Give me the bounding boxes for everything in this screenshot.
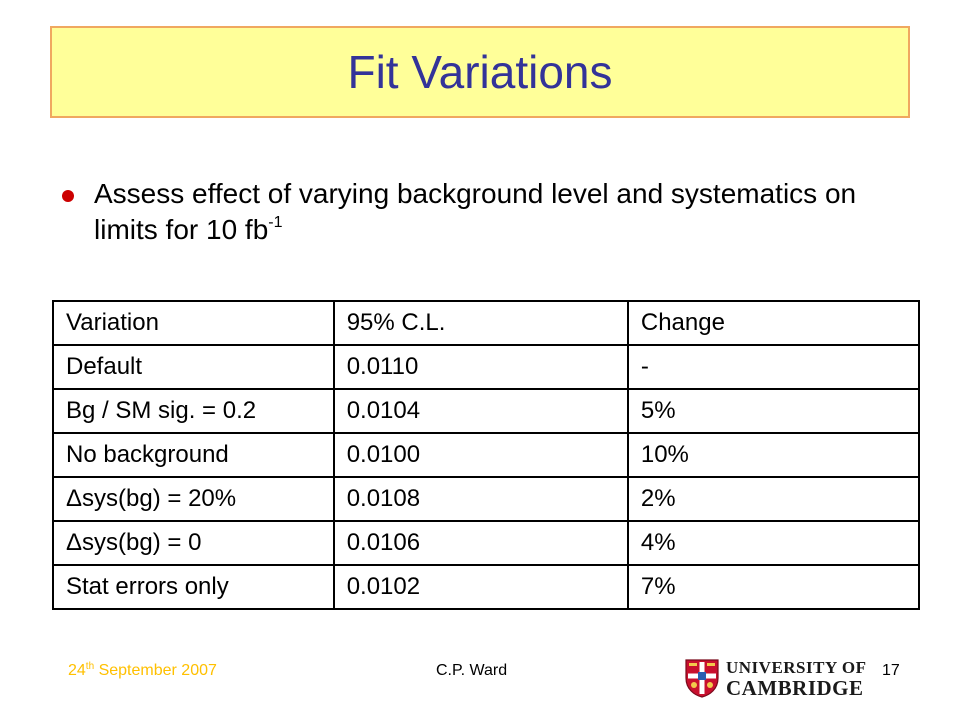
footer-date: 24th September 2007 xyxy=(68,662,217,680)
logo-university-of: UNIVERSITY OF xyxy=(726,658,867,677)
table-cell: Δsys(bg) = 0 xyxy=(52,520,335,566)
table-cell: 0.0102 xyxy=(332,564,629,610)
logo-cambridge: CAMBRIDGE xyxy=(726,676,864,700)
table-header-row: Variation 95% C.L. Change xyxy=(52,300,921,346)
table-cell: 10% xyxy=(626,432,921,478)
table-cell: 2% xyxy=(626,476,921,522)
table-cell: 0.0100 xyxy=(332,432,629,478)
table-cell: 0.0108 xyxy=(332,476,629,522)
table-cell: No background xyxy=(52,432,335,478)
bullet-text-main: Assess effect of varying background leve… xyxy=(94,178,857,245)
table-cell: 7% xyxy=(626,564,921,610)
header-cell-cl: 95% C.L. xyxy=(332,300,629,346)
title-banner: Fit Variations xyxy=(50,26,910,118)
table-cell: - xyxy=(626,344,921,390)
table-cell: 0.0104 xyxy=(332,388,629,434)
footer-date-day: 24 xyxy=(68,662,86,679)
footer-date-suffix: th xyxy=(85,661,95,672)
fit-variations-table: Variation 95% C.L. Change Default 0.0110… xyxy=(52,300,921,610)
table-cell: 4% xyxy=(626,520,921,566)
bullet-text: Assess effect of varying background leve… xyxy=(94,176,902,248)
table-row: No background 0.0100 10% xyxy=(52,432,921,478)
table-cell: Bg / SM sig. = 0.2 xyxy=(52,388,335,434)
university-crest-icon xyxy=(685,659,719,698)
bullet-dot-icon xyxy=(62,190,74,202)
footer-author: C.P. Ward xyxy=(436,662,508,679)
slide-title: Fit Variations xyxy=(347,46,613,98)
bullet-superscript: -1 xyxy=(268,214,283,231)
table-row: Bg / SM sig. = 0.2 0.0104 5% xyxy=(52,388,921,434)
table-row: Δsys(bg) = 0 0.0106 4% xyxy=(52,520,921,566)
table-cell: 0.0106 xyxy=(332,520,629,566)
table-cell: Stat errors only xyxy=(52,564,335,610)
footer-date-rest: September 2007 xyxy=(94,662,217,679)
table-cell: 0.0110 xyxy=(332,344,629,390)
table-cell: 5% xyxy=(626,388,921,434)
page-number: 17 xyxy=(882,662,900,679)
table-row: Stat errors only 0.0102 7% xyxy=(52,564,921,610)
table-row: Default 0.0110 - xyxy=(52,344,921,390)
header-cell-variation: Variation xyxy=(52,300,335,346)
table-cell: Δsys(bg) = 20% xyxy=(52,476,335,522)
university-logo: UNIVERSITY OF CAMBRIDGE xyxy=(684,656,876,700)
table-row: Δsys(bg) = 20% 0.0108 2% xyxy=(52,476,921,522)
table-cell: Default xyxy=(52,344,335,390)
header-cell-change: Change xyxy=(626,300,921,346)
bullet-item: Assess effect of varying background leve… xyxy=(62,176,902,248)
